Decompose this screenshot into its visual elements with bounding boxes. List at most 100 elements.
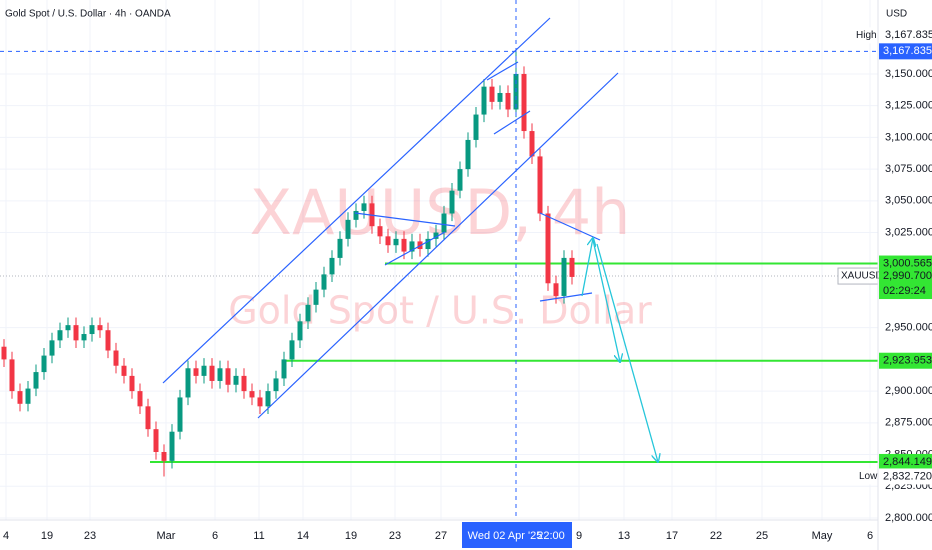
candle-body (193, 368, 199, 376)
last-price-box (879, 268, 932, 300)
candle-body (113, 350, 119, 366)
candle-body (497, 92, 503, 102)
chart-title: Gold Spot / U.S. Dollar · 4h · OANDA (5, 9, 171, 20)
candle-body (449, 190, 455, 214)
low-name: Low (859, 471, 878, 482)
candle-body (521, 73, 527, 132)
candle-body (489, 86, 495, 102)
top-line-2 (493, 110, 531, 135)
candle-body (409, 241, 415, 252)
candle-body (265, 391, 271, 407)
x-tick-label: 19 (345, 530, 357, 542)
y-tick-label: 3,100.000 (885, 131, 932, 143)
candle-body (305, 304, 311, 322)
high-label-grey: 3,167.835 (885, 29, 932, 41)
x-tick-label: 25 (756, 530, 768, 542)
candle-body (25, 388, 31, 404)
candle-body (209, 365, 215, 381)
wedge-top (539, 212, 601, 241)
candle-body (393, 238, 399, 246)
candle-body (57, 330, 63, 341)
last-price-name: XAUUSD (841, 271, 883, 282)
channel-upper (162, 17, 551, 384)
x-tick-label: Mar (157, 530, 176, 542)
y-tick-label: 2,875.000 (885, 417, 932, 429)
currency: USD (886, 9, 907, 20)
arrow-down-2 (596, 243, 658, 462)
candle-body (257, 397, 263, 407)
candle-body (49, 340, 55, 356)
candle-body (401, 238, 407, 252)
candle-body (153, 429, 159, 453)
candle-body (569, 257, 575, 277)
candle-body (465, 139, 471, 170)
last-price-label: 2,990.700 (883, 270, 932, 282)
candle-body (353, 210, 359, 220)
candle-body (473, 114, 479, 140)
candle-body (9, 359, 15, 392)
y-tick-label: 2,800.000 (885, 512, 932, 524)
candle-body (121, 365, 127, 376)
x-tick-label: 27 (435, 530, 447, 542)
candle-body (233, 375, 239, 385)
level-label-box (879, 352, 932, 369)
candle-body (97, 325, 103, 331)
x-tick-label: 11 (253, 530, 264, 542)
candle-body (337, 238, 343, 258)
low-name-box (856, 468, 878, 485)
watermark: XAUUSD, 4h (250, 176, 631, 249)
candle-body (81, 334, 87, 341)
high-label: 3,167.835 (883, 45, 932, 57)
high-name: High (856, 30, 877, 41)
level-label: 3,000.565 (883, 257, 932, 269)
x-tick-label: 6 (212, 530, 218, 542)
candle-body (273, 378, 279, 392)
x-tick-label: 9 (576, 530, 582, 542)
triangle-bottom (384, 231, 446, 266)
grid (0, 0, 878, 520)
y-tick-label: 3,150.000 (885, 68, 932, 80)
candle-body (105, 330, 111, 351)
candle-body (201, 365, 207, 376)
candle-body (145, 406, 151, 430)
candle-body (441, 213, 447, 233)
candle-body (345, 219, 351, 239)
candle-body (169, 431, 175, 461)
level-label: 2,923.953 (883, 355, 932, 367)
crosshair-date: Wed 02 Apr '25 (468, 530, 543, 542)
levels (0, 50, 878, 463)
candle-body (361, 203, 367, 211)
candle-body (329, 257, 335, 275)
drawings (162, 17, 619, 419)
candle-body (249, 391, 255, 398)
x-tick-label: 14 (297, 530, 309, 542)
candle-body (33, 372, 39, 389)
level-label-box (879, 453, 932, 470)
y-tick-label: 2,950.000 (885, 322, 932, 334)
low-label: 2,832.720 (883, 470, 932, 482)
candle-body (137, 391, 143, 407)
candle-body (65, 325, 71, 331)
y-tick-label: 3,025.000 (885, 226, 932, 238)
candle-body (537, 156, 543, 214)
candle-body (73, 325, 79, 341)
candle-body (241, 375, 247, 392)
projection-arrows (581, 238, 658, 462)
candle-body (185, 368, 191, 398)
high-name-box (853, 27, 878, 44)
candle-body (385, 236, 391, 246)
level-label: 2,844.149 (883, 456, 932, 468)
candle-body (321, 274, 327, 290)
candle-body (17, 391, 23, 404)
y-tick-label: 3,125.000 (885, 100, 932, 112)
y-tick-label: 2,900.000 (885, 385, 932, 397)
y-tick-label: 3,075.000 (885, 163, 932, 175)
candle-body (505, 92, 511, 110)
candle-body (281, 359, 287, 379)
candle-body (457, 169, 463, 191)
candle-body (289, 340, 295, 360)
x-tick-label: 6 (867, 530, 873, 542)
triangle-top (354, 212, 456, 227)
candle-body (545, 213, 551, 284)
price-axis: 2,800.0002,825.0002,850.0002,875.0002,90… (837, 27, 932, 524)
